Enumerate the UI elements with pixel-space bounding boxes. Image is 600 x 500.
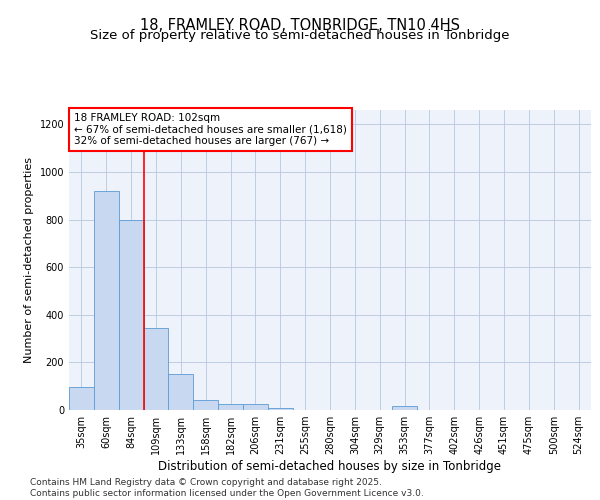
Text: Size of property relative to semi-detached houses in Tonbridge: Size of property relative to semi-detach…: [90, 29, 510, 42]
Bar: [392, 406, 417, 410]
Text: 18 FRAMLEY ROAD: 102sqm
← 67% of semi-detached houses are smaller (1,618)
32% of: 18 FRAMLEY ROAD: 102sqm ← 67% of semi-de…: [74, 113, 347, 146]
Bar: [143, 328, 169, 410]
X-axis label: Distribution of semi-detached houses by size in Tonbridge: Distribution of semi-detached houses by …: [158, 460, 502, 473]
Text: Contains HM Land Registry data © Crown copyright and database right 2025.
Contai: Contains HM Land Registry data © Crown c…: [30, 478, 424, 498]
Text: 18, FRAMLEY ROAD, TONBRIDGE, TN10 4HS: 18, FRAMLEY ROAD, TONBRIDGE, TN10 4HS: [140, 18, 460, 32]
Bar: [119, 220, 143, 410]
Bar: [94, 191, 119, 410]
Bar: [268, 408, 293, 410]
Bar: [193, 400, 218, 410]
Y-axis label: Number of semi-detached properties: Number of semi-detached properties: [24, 157, 34, 363]
Bar: [243, 404, 268, 410]
Bar: [69, 388, 94, 410]
Bar: [169, 374, 193, 410]
Bar: [218, 404, 243, 410]
